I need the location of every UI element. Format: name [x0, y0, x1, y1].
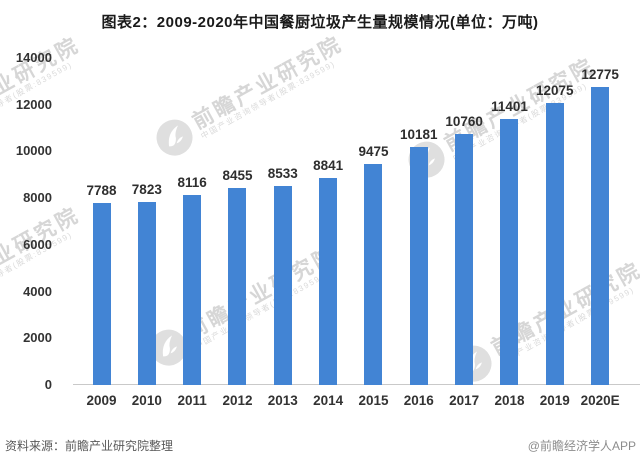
bar-value-label: 11401 [491, 99, 528, 114]
y-axis-tick-label: 6000 [23, 236, 52, 252]
x-axis-tick-label: 2012 [222, 393, 253, 408]
bar-value-label: 8455 [222, 168, 253, 183]
bar-value-label: 10760 [445, 114, 483, 129]
x-axis-tick-label: 2014 [313, 393, 344, 408]
footer: 资料来源：前瞻产业研究院整理 @前瞻经济学人APP [0, 434, 640, 456]
bar-value-label: 7788 [86, 183, 117, 198]
bar [319, 178, 338, 385]
bar [591, 87, 610, 385]
bar [183, 195, 202, 385]
bar-value-label: 9475 [358, 144, 389, 159]
source-note: 资料来源：前瞻产业研究院整理 [5, 438, 174, 453]
y-axis-tick-label: 0 [44, 377, 52, 392]
x-axis-tick-label: 2016 [403, 393, 434, 408]
bar [455, 134, 474, 385]
bar-value-label: 12775 [581, 67, 619, 82]
bar [137, 202, 156, 385]
y-axis-tick-label: 8000 [23, 190, 52, 206]
x-axis-tick-label: 2013 [267, 393, 298, 408]
y-axis-tick-label: 2000 [23, 330, 52, 346]
x-axis-tick-label: 2011 [177, 393, 207, 408]
bar-value-label: 7823 [131, 182, 162, 197]
x-axis-tick-label: 2018 [494, 393, 525, 408]
y-axis-tick-label: 4000 [23, 283, 52, 299]
credit-note: @前瞻经济学人APP [527, 438, 636, 453]
y-axis-tick-label: 12000 [15, 96, 52, 112]
x-axis-tick-label: 2020E [580, 393, 620, 408]
y-axis-tick-label: 14000 [15, 50, 52, 65]
x-axis-tick-label: 2009 [86, 393, 117, 408]
y-axis-tick-label: 10000 [15, 143, 52, 159]
bar [545, 103, 564, 385]
x-axis-tick-label: 2015 [358, 393, 389, 408]
x-axis-tick-label: 2010 [131, 393, 162, 408]
x-axis-tick-label: 2017 [449, 393, 480, 408]
x-axis-tick-label: 2019 [539, 393, 570, 408]
bar-value-label: 12075 [536, 83, 574, 98]
bar [92, 203, 111, 385]
bar [409, 147, 428, 385]
x-axis-line [73, 384, 640, 385]
bar-value-label: 10181 [400, 127, 438, 142]
bar [228, 188, 247, 385]
bar-value-label: 8116 [177, 175, 207, 190]
bar-value-label: 8841 [313, 158, 344, 173]
bar [500, 119, 519, 385]
bar-value-label: 8533 [267, 166, 298, 181]
bar [364, 164, 383, 385]
chart-title: 图表2：2009-2020年中国餐厨垃圾产生量规模情况(单位：万吨) [101, 14, 539, 31]
bar [273, 186, 292, 385]
